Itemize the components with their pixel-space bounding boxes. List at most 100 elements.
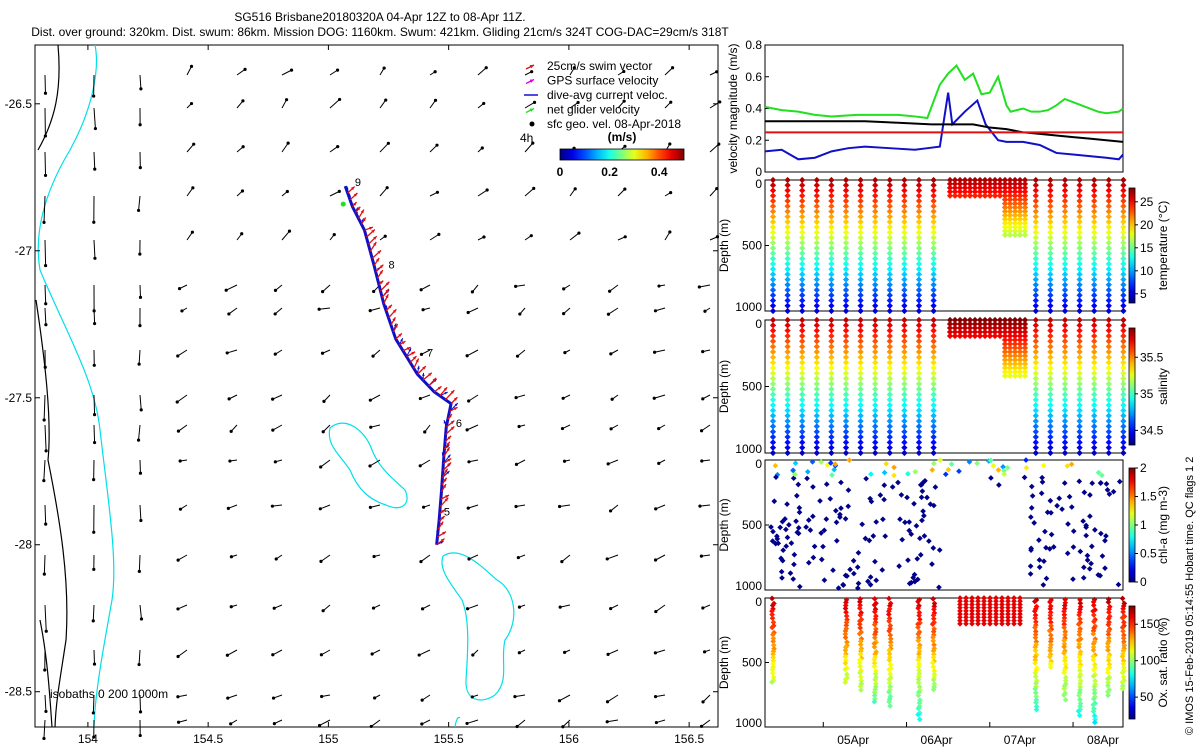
swim-vector xyxy=(443,441,451,450)
profile-point xyxy=(1120,213,1127,220)
profile-point xyxy=(1061,611,1068,618)
profile-point xyxy=(788,540,795,546)
profile-point xyxy=(963,614,969,621)
profile-point xyxy=(858,687,864,693)
profile-point xyxy=(818,530,824,536)
profile-point xyxy=(872,651,878,657)
profile-point xyxy=(847,566,853,573)
profile-point xyxy=(937,457,943,464)
profile-point xyxy=(963,601,969,608)
sfc-velocity-arrow xyxy=(617,99,626,109)
sfc-velocity-arrow xyxy=(560,424,571,431)
profile-point xyxy=(906,580,913,587)
profile-point xyxy=(872,616,879,622)
sfc-velocity-arrow xyxy=(606,649,619,656)
panel-frame xyxy=(764,319,1124,454)
sfc-velocity-arrow xyxy=(515,719,526,729)
sfc-velocity-arrow xyxy=(654,504,666,511)
profile-point xyxy=(769,354,777,361)
swim-vector xyxy=(402,346,411,352)
profile-point xyxy=(1061,364,1069,371)
sfc-velocity-arrow xyxy=(514,394,526,400)
swim-vector xyxy=(422,372,433,381)
colorbar-tick-label: 2 xyxy=(1140,461,1147,475)
profile-point xyxy=(1091,292,1098,299)
profile-point xyxy=(1091,192,1098,199)
profile-point xyxy=(1120,218,1127,226)
profile-point xyxy=(796,583,803,590)
profile-point xyxy=(1032,686,1038,692)
profile-point xyxy=(872,396,879,403)
profile-point xyxy=(769,297,777,304)
sfc-velocity-arrow xyxy=(368,394,381,402)
dive-avg-current-track xyxy=(343,185,453,545)
profile-point xyxy=(1105,292,1112,299)
colorbar-tick-label: 50 xyxy=(1140,690,1154,704)
profile-point xyxy=(1047,396,1054,403)
profile-point xyxy=(1105,316,1112,324)
colorbar-tick-label: 150 xyxy=(1140,617,1160,631)
sfc-velocity-arrow xyxy=(229,554,238,559)
profile-point xyxy=(871,640,878,647)
profile-point xyxy=(1105,208,1112,215)
profile-point xyxy=(930,380,937,387)
profile-point xyxy=(901,297,908,304)
profile-point xyxy=(1032,433,1039,441)
profile-point xyxy=(791,551,798,558)
swim-vector xyxy=(439,509,446,515)
sfc-velocity-arrow xyxy=(419,284,431,292)
swim-vector xyxy=(444,389,455,401)
profile-point xyxy=(857,444,864,451)
sfc-velocity-arrow xyxy=(709,142,721,153)
profile-point xyxy=(1104,666,1111,673)
profile-point xyxy=(1062,661,1069,668)
track-day-label: 9 xyxy=(355,177,361,189)
profile-point xyxy=(1105,407,1112,414)
profile-point xyxy=(993,614,999,621)
profile-point xyxy=(1120,271,1127,278)
sfc-velocity-arrow xyxy=(608,504,619,513)
sfc-velocity-arrow xyxy=(605,554,619,561)
sfc-velocity-arrow xyxy=(180,307,188,313)
profile-point xyxy=(1120,281,1127,288)
sfc-velocity-arrow xyxy=(186,230,195,241)
sfc-velocity-arrow xyxy=(373,694,381,700)
profile-point xyxy=(930,612,937,619)
sfc-velocity-arrow xyxy=(92,649,97,666)
profile-point xyxy=(1062,677,1069,684)
profile-point xyxy=(1091,364,1098,371)
profile-point xyxy=(1105,348,1112,356)
profile-point xyxy=(872,332,879,340)
sfc-velocity-arrow xyxy=(702,649,711,654)
profile-point xyxy=(1061,224,1069,231)
sfc-velocity-arrow xyxy=(138,694,143,714)
swim-vector xyxy=(416,365,427,375)
profile-point xyxy=(1091,359,1098,366)
profile-point xyxy=(769,380,777,387)
profile-point xyxy=(1076,250,1083,257)
profile-point xyxy=(930,439,937,446)
profile-point xyxy=(993,608,999,614)
profile-point xyxy=(1076,370,1083,377)
profile-point xyxy=(1032,271,1039,278)
profile-point xyxy=(1011,356,1019,364)
profile-point xyxy=(916,684,923,690)
sfc-velocity-arrow xyxy=(477,235,486,241)
profile-point xyxy=(1061,407,1069,414)
profile-point xyxy=(857,618,863,624)
profile-point xyxy=(1076,692,1082,699)
sfc-velocity-arrow xyxy=(321,284,331,294)
profile-point xyxy=(1097,480,1104,486)
profile-point xyxy=(916,716,923,723)
profile-point xyxy=(981,617,987,624)
profile-point xyxy=(790,467,796,474)
sfc-velocity-arrow xyxy=(319,554,331,563)
sfc-velocity-arrow xyxy=(701,394,711,401)
profile-point xyxy=(996,332,1004,340)
profile-point xyxy=(872,670,879,677)
profile-point xyxy=(981,608,987,614)
profile-point xyxy=(1011,611,1017,617)
colorbar-tick-label: 15 xyxy=(1140,241,1154,255)
profile-point xyxy=(850,557,857,564)
profile-point xyxy=(931,671,938,678)
